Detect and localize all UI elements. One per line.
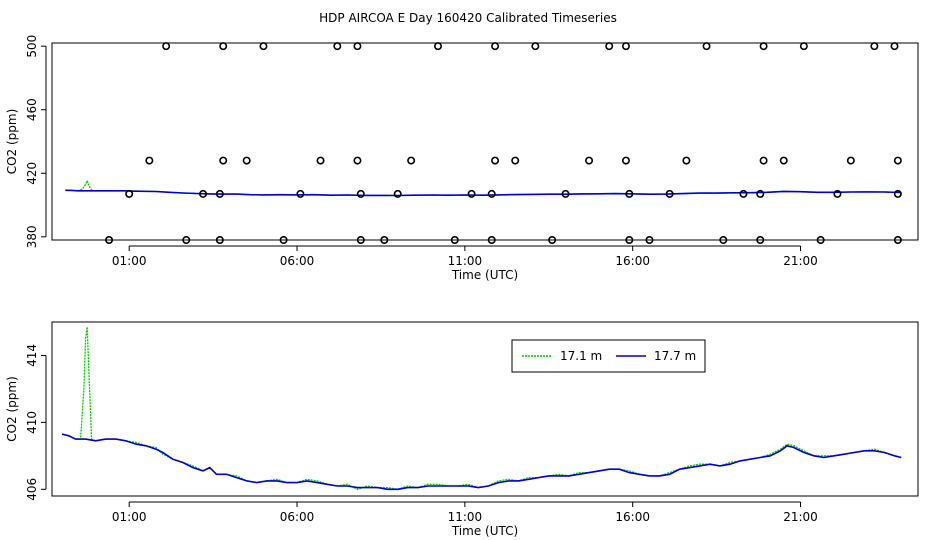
scatter-point: [890, 42, 899, 51]
scatter-point: [487, 189, 496, 198]
scatter-point: [833, 189, 842, 198]
scatter-point: [511, 156, 520, 165]
y-tick-label: 500: [25, 35, 39, 58]
scatter-point: [145, 156, 154, 165]
scatter-point: [407, 156, 416, 165]
scatter-point: [491, 42, 500, 51]
x-axis-label: Time (UTC): [451, 524, 518, 538]
x-tick-label: 06:00: [280, 510, 315, 524]
scatter-point: [893, 189, 902, 198]
x-tick-label: 01:00: [112, 510, 147, 524]
y-tick-label: 380: [25, 225, 39, 248]
scatter-point: [625, 189, 634, 198]
x-tick-label: 16:00: [615, 510, 650, 524]
panel-bottom-timeseries: 01:00 06:00 11:00 16:00 21:00 Time (UTC) 406 41…: [5, 321, 919, 538]
scatter-point: [799, 42, 808, 51]
scatter-point: [182, 236, 191, 245]
y-axis-label: CO2 (ppm): [5, 376, 19, 442]
plot-frame: [51, 321, 919, 497]
scatter-point: [215, 236, 224, 245]
x-tick-label: 21:00: [783, 510, 818, 524]
scatter-point: [393, 189, 402, 198]
x-tick-label: 16:00: [615, 254, 650, 268]
scatter-point: [621, 42, 630, 51]
scatter-point: [353, 156, 362, 165]
scatter-point: [215, 189, 224, 198]
scatter-point: [467, 189, 476, 198]
scatter-point: [756, 236, 765, 245]
scatter-point: [434, 42, 443, 51]
scatter-point: [779, 156, 788, 165]
scatter-point: [846, 156, 855, 165]
series-line-17-7-m: [61, 433, 902, 491]
scatter-point: [645, 236, 654, 245]
scatter-point: [531, 42, 540, 51]
scatter-point: [356, 236, 365, 245]
scatter-point: [199, 189, 208, 198]
scatter-point: [870, 42, 879, 51]
scatter-point: [450, 236, 459, 245]
panel-top-scatter: 01:00 06:00 11:00 16:00 21:00 Time (UTC) 380 42…: [5, 35, 919, 282]
y-tick-label: 460: [25, 98, 39, 121]
scatter-point: [242, 156, 251, 165]
scatter-point: [105, 236, 114, 245]
x-axis-label: Time (UTC): [451, 268, 518, 282]
scatter-point: [756, 189, 765, 198]
scatter-point: [296, 189, 305, 198]
scatter-point: [682, 156, 691, 165]
scatter-point: [162, 42, 171, 51]
x-tick-label: 21:00: [783, 254, 818, 268]
plot-frame: [51, 42, 919, 241]
scatter-point: [759, 42, 768, 51]
scatter-point: [316, 156, 325, 165]
scatter-point: [125, 189, 134, 198]
x-tick-label: 11:00: [448, 510, 483, 524]
scatter-point: [487, 236, 496, 245]
scatter-point: [719, 236, 728, 245]
scatter-point: [816, 236, 825, 245]
legend-label: 17.1 m: [560, 349, 602, 363]
x-tick-label: 06:00: [280, 254, 315, 268]
scatter-point: [279, 236, 288, 245]
scatter-point: [893, 236, 902, 245]
scatter-point: [548, 236, 557, 245]
scatter-point: [893, 156, 902, 165]
scatter-point: [702, 42, 711, 51]
x-tick-label: 11:00: [448, 254, 483, 268]
figure-title: HDP AIRCOA E Day 160420 Calibrated Times…: [319, 11, 617, 25]
scatter-point: [259, 42, 268, 51]
y-axis-label: CO2 (ppm): [5, 109, 19, 175]
scatter-point: [353, 42, 362, 51]
scatter-point: [356, 189, 365, 198]
x-tick-label: 01:00: [112, 254, 147, 268]
series-line-17-7-m: [65, 189, 902, 197]
y-tick-label: 406: [25, 478, 39, 501]
scatter-point: [621, 156, 630, 165]
scatter-point: [759, 156, 768, 165]
scatter-point: [380, 236, 389, 245]
y-tick-label: 410: [25, 411, 39, 434]
scatter-point: [219, 42, 228, 51]
scatter-point: [739, 189, 748, 198]
scatter-point: [333, 42, 342, 51]
scatter-point: [561, 189, 570, 198]
scatter-point: [219, 156, 228, 165]
y-tick-label: 414: [25, 344, 39, 367]
scatter-point: [585, 156, 594, 165]
legend: 17.1 m 17.7 m: [511, 339, 706, 373]
scatter-point: [491, 156, 500, 165]
scatter-point: [665, 189, 674, 198]
scatter-point: [605, 42, 614, 51]
legend-label: 17.7 m: [654, 349, 696, 363]
scatter-point: [625, 236, 634, 245]
y-tick-label: 420: [25, 162, 39, 185]
